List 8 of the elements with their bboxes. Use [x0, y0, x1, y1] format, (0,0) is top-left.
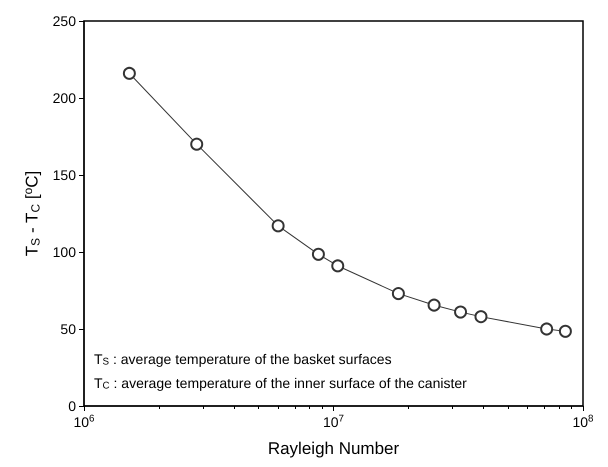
y-tick-label: 100: [52, 244, 76, 260]
y-tick-label: 200: [52, 90, 76, 106]
y-tick-label: 250: [52, 13, 76, 29]
y-tick-label: 50: [60, 321, 76, 337]
y-tick-label: 150: [52, 167, 76, 183]
y-tick-label: 0: [68, 398, 76, 414]
y-axis-title: TS - TC [oC]: [21, 170, 43, 256]
x-axis-title: Rayleigh Number: [268, 439, 400, 458]
